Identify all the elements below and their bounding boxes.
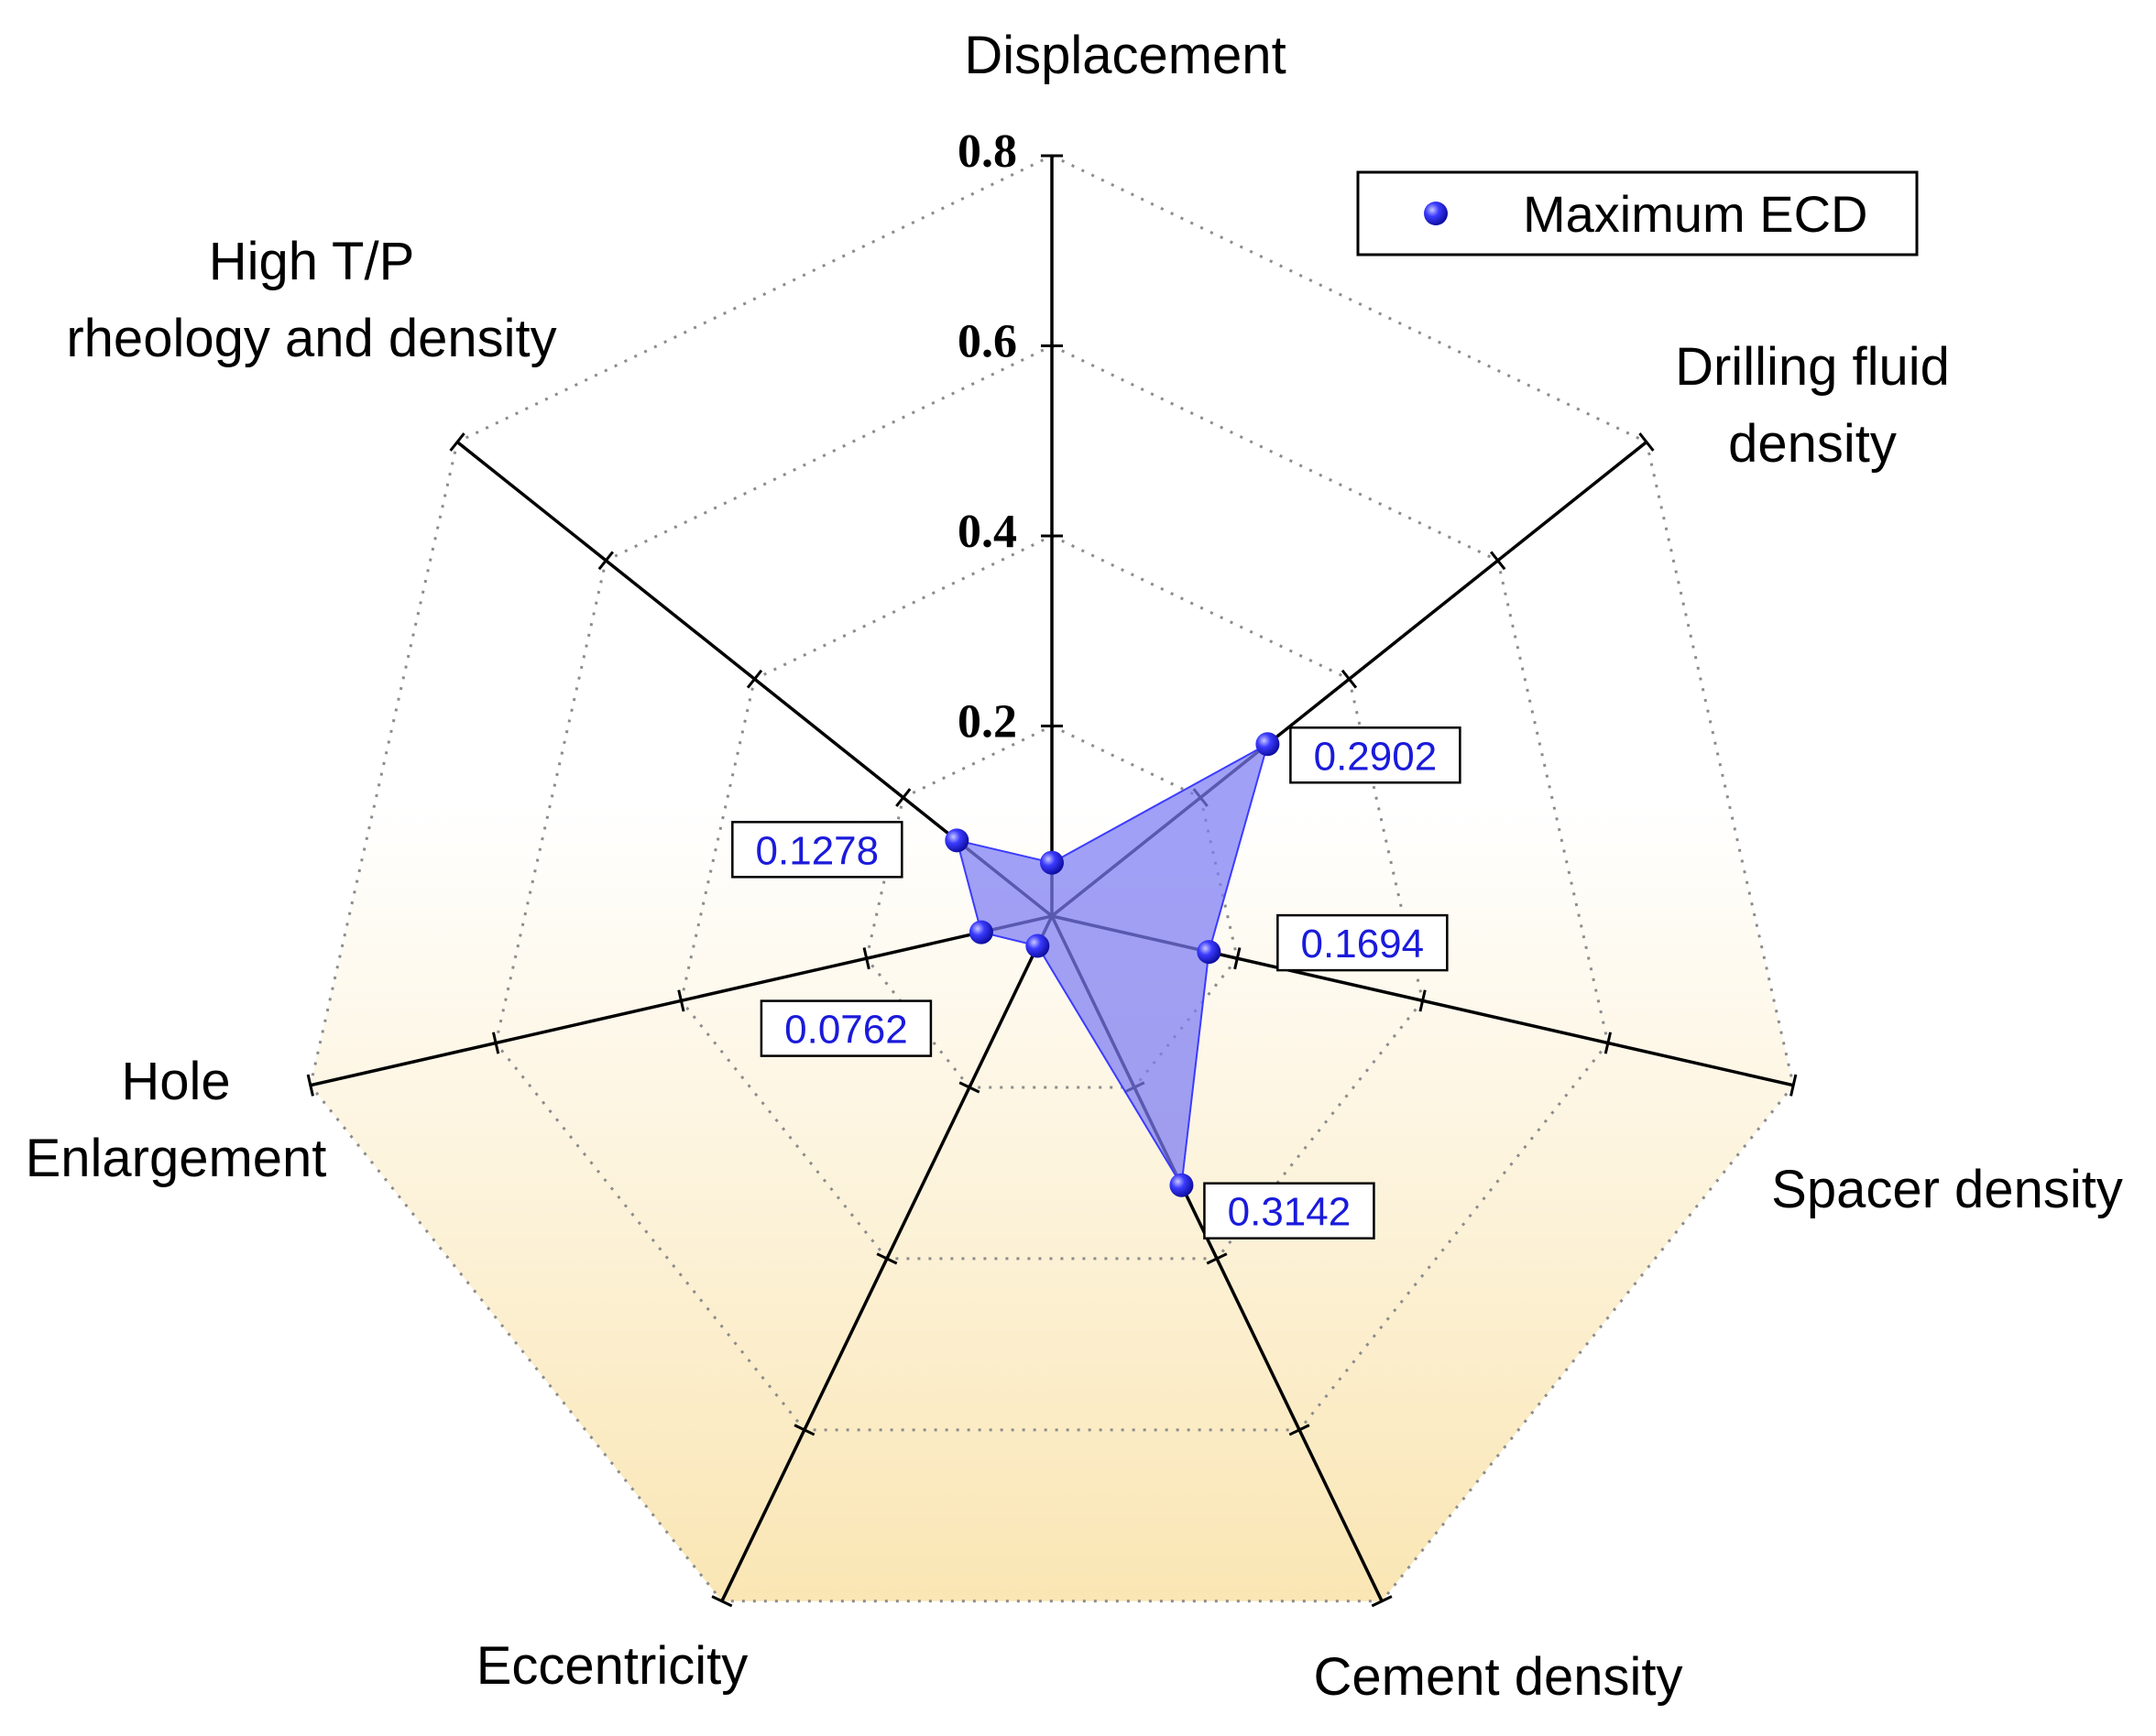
- series-area: [955, 742, 1270, 1188]
- axis-label-0: Displacement: [964, 26, 1286, 85]
- data-point-3: [1169, 1173, 1194, 1197]
- data-label-box: [1276, 913, 1449, 972]
- axis-tick-1-1: [1341, 669, 1358, 689]
- axis-label-line: Spacer density: [1771, 1160, 2123, 1219]
- axis-label-line: Hole: [121, 1052, 230, 1111]
- axis-label-line: Enlargement: [26, 1129, 327, 1188]
- legend: Maximum ECD: [1356, 170, 1919, 257]
- radial-tick-label: 0.6: [958, 316, 1017, 368]
- axis-tick-5-2: [491, 1032, 500, 1054]
- axis-label-line: Cement density: [1314, 1647, 1683, 1707]
- axis-label-3: Cement density: [1314, 1647, 1683, 1707]
- data-point-0: [1040, 850, 1064, 875]
- data-point-2: [1197, 940, 1221, 965]
- legend-label: Maximum ECD: [1523, 185, 1867, 243]
- axis-tick-2-0: [1233, 947, 1242, 970]
- axis-tick-4-1: [876, 1252, 898, 1265]
- axis-label-4: Eccentricity: [476, 1636, 749, 1696]
- axis-tick-5-0: [862, 947, 870, 970]
- axis-tick-1-3: [1638, 432, 1655, 452]
- data-label-box: [731, 821, 903, 879]
- data-point-6: [945, 828, 969, 853]
- data-labels: 0.2902 0.1694 0.3142 0.0762 0.1278: [731, 726, 1461, 1239]
- legend-marker: [1424, 202, 1448, 225]
- axis-label-1: Drilling fluid density: [1675, 337, 1950, 474]
- axis-tick-5-1: [677, 989, 685, 1012]
- axis-tick-5-3: [306, 1074, 314, 1097]
- axis-tick-2-1: [1418, 989, 1427, 1012]
- series-markers: [945, 732, 1280, 1197]
- axis-tick-1-2: [1490, 551, 1506, 571]
- data-label-3: 0.3142: [1203, 1182, 1375, 1239]
- data-label-1: 0.2902: [1289, 726, 1461, 784]
- axis-tick-3-3: [1371, 1595, 1393, 1608]
- data-point-4: [1025, 934, 1050, 958]
- axis-label-6: High T/P rheology and density: [66, 232, 556, 368]
- axis-tick-2-3: [1789, 1074, 1798, 1097]
- axis-tick-3-1: [1206, 1252, 1228, 1265]
- axis-tick-4-3: [711, 1595, 733, 1608]
- axis-label-line: Eccentricity: [476, 1636, 749, 1696]
- axis-tick-4-2: [793, 1424, 815, 1436]
- data-point-1: [1255, 732, 1280, 757]
- data-point-5: [969, 920, 993, 944]
- data-label-2: 0.1694: [1276, 913, 1449, 972]
- axis-label-line: Displacement: [964, 26, 1286, 85]
- data-label-text: 0.3142: [1228, 1190, 1352, 1235]
- axis-label-line: Drilling fluid: [1675, 337, 1950, 397]
- data-label-box: [1203, 1182, 1375, 1239]
- radial-tick-label: 0.2: [958, 696, 1017, 748]
- axis-label-2: Spacer density: [1771, 1160, 2123, 1219]
- axis-tick-4-0: [958, 1081, 980, 1094]
- data-label-text: 0.2902: [1314, 734, 1438, 779]
- data-label-box: [760, 999, 933, 1057]
- radial-tick-label: 0.4: [958, 506, 1017, 558]
- axis-label-5: Hole Enlargement: [26, 1052, 327, 1188]
- radial-tick-label: 0.8: [958, 126, 1017, 178]
- axis-label-line: High T/P: [209, 232, 415, 291]
- data-label-6: 0.1278: [731, 821, 903, 879]
- legend-box: [1356, 170, 1919, 257]
- axis-tick-6-1: [746, 669, 763, 689]
- axis-labels: Displacement Drilling fluid density Spacer …: [26, 26, 2123, 1707]
- data-label-text: 0.1278: [756, 828, 880, 873]
- series-area-polygon: [955, 742, 1270, 1188]
- radial-tick-labels: 0.2 0.4 0.6 0.8: [958, 126, 1017, 748]
- axis-tick-3-2: [1288, 1424, 1310, 1436]
- axis-tick-2-2: [1603, 1032, 1613, 1054]
- axis-label-line: density: [1728, 414, 1897, 474]
- axis-label-line: rheology and density: [66, 309, 556, 368]
- axis-tick-6-0: [895, 788, 912, 807]
- data-label-5: 0.0762: [760, 999, 933, 1057]
- data-label-box: [1289, 726, 1461, 784]
- grid-ring-3: [309, 154, 1795, 1603]
- data-label-text: 0.0762: [784, 1008, 908, 1053]
- axis-tick-6-2: [597, 551, 614, 571]
- axis-tick-6-3: [449, 432, 465, 452]
- data-label-text: 0.1694: [1301, 922, 1425, 966]
